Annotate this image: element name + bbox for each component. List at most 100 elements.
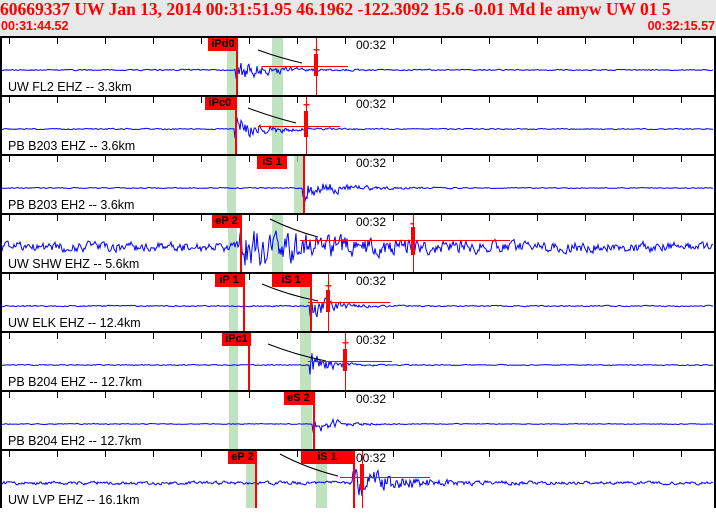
axis-tick (633, 215, 634, 221)
axis-tick (345, 38, 346, 44)
window-start-time: 00:31:44.52 (1, 19, 69, 33)
axis-tick (537, 451, 538, 457)
axis-tick (537, 97, 538, 103)
axis-tick (633, 156, 634, 162)
axis-tick (681, 451, 682, 457)
axis-tick (105, 215, 106, 221)
axis-tick (249, 274, 250, 280)
axis-tick (633, 451, 634, 457)
pick-line[interactable] (248, 333, 250, 390)
trace-axis-line (0, 390, 716, 392)
window-highlight-band (229, 392, 238, 449)
axis-tick (633, 333, 634, 339)
trace-row[interactable]: + iPd0 00:32 UW FL2 EHZ -- 3.3km (0, 36, 716, 95)
trace-frame-edge (714, 272, 716, 331)
axis-tick (489, 156, 490, 162)
pick-label[interactable]: iS 1 (272, 274, 310, 287)
pick-label[interactable]: iS 1 (257, 156, 287, 169)
window-highlight-band (294, 156, 304, 213)
pick-label[interactable]: iP 1 (215, 274, 243, 287)
window-highlight-band (272, 215, 283, 272)
axis-tick (345, 215, 346, 221)
axis-tick (9, 215, 10, 221)
pick-label[interactable]: iS 1 (301, 451, 353, 464)
pick-line[interactable] (243, 274, 245, 331)
trace-axis-line (0, 154, 716, 156)
waveform-trace (2, 343, 714, 375)
station-channel-label: PB B204 EHZ -- 12.7km (8, 375, 143, 389)
trace-row[interactable]: eP 2 iS 1 00:32 UW LVP EHZ -- 16.1km (0, 449, 716, 508)
pick-label[interactable]: iPc0 (205, 97, 235, 110)
coda-decay-curve (247, 107, 297, 124)
axis-tick (57, 215, 58, 221)
time-axis-label: 00:32 (356, 451, 387, 465)
pick-line[interactable] (255, 451, 257, 508)
axis-tick (57, 156, 58, 162)
pick-line[interactable] (313, 392, 315, 449)
axis-tick (297, 97, 298, 103)
time-axis-label: 00:32 (356, 156, 387, 170)
axis-tick (681, 333, 682, 339)
amplitude-crosshair (345, 333, 346, 390)
trace-frame-edge (0, 213, 2, 272)
waveform-trace (1, 417, 714, 436)
trace-row[interactable]: + iPc1 00:32 PB B204 EHZ -- 12.7km (0, 331, 716, 390)
pick-line[interactable] (240, 215, 242, 272)
axis-tick (489, 451, 490, 457)
window-end-time: 00:32:15.57 (647, 19, 715, 33)
axis-tick (105, 451, 106, 457)
trace-frame-edge (0, 154, 2, 213)
window-highlight-band (300, 274, 311, 331)
axis-tick (249, 392, 250, 398)
axis-tick (153, 392, 154, 398)
waveform-trace (1, 283, 714, 320)
axis-tick (393, 451, 394, 457)
trace-axis-line (0, 272, 716, 274)
pick-line[interactable] (353, 451, 355, 508)
axis-tick (249, 156, 250, 162)
axis-tick (681, 156, 682, 162)
axis-tick (9, 333, 10, 339)
pick-label[interactable]: eS 2 (284, 392, 313, 405)
axis-tick (297, 215, 298, 221)
axis-tick (633, 38, 634, 44)
station-channel-label: PB B203 EH2 -- 3.6km (8, 198, 135, 212)
axis-tick (489, 392, 490, 398)
axis-tick (393, 392, 394, 398)
trace-row[interactable]: eS 2 00:32 PB B204 EH2 -- 12.7km (0, 390, 716, 449)
trace-frame-edge (714, 154, 716, 213)
axis-tick (201, 215, 202, 221)
window-highlight-band (229, 274, 238, 331)
trace-row[interactable]: iS 1 00:32 PB B203 EH2 -- 3.6km (0, 154, 716, 213)
axis-tick (441, 215, 442, 221)
coda-decay-curve (257, 49, 303, 64)
pick-label[interactable]: iPd0 (208, 38, 238, 51)
coda-decay-curve (269, 218, 319, 238)
pick-line[interactable] (310, 274, 312, 331)
pick-line[interactable] (236, 38, 238, 95)
pick-line[interactable] (235, 97, 237, 154)
pick-line[interactable] (303, 156, 305, 213)
trace-row[interactable]: + iP 1 iS 1 00:32 UW ELK EHZ -- 12.4km (0, 272, 716, 331)
trace-frame-edge (0, 95, 2, 154)
trace-row[interactable]: + iPc0 00:32 PB B203 EHZ -- 3.6km (0, 95, 716, 154)
station-channel-label: UW FL2 EHZ -- 3.3km (8, 80, 132, 94)
pick-label[interactable]: eP 2 (212, 215, 241, 228)
axis-tick (345, 274, 346, 280)
axis-tick (633, 97, 634, 103)
trace-frame-edge (0, 331, 2, 390)
event-header: 60669337 UW Jan 13, 2014 00:31:51.95 46.… (0, 0, 716, 36)
axis-tick (153, 274, 154, 280)
trace-frame-edge (714, 36, 716, 95)
pick-label[interactable]: iPc1 (222, 333, 251, 346)
axis-tick (681, 97, 682, 103)
axis-tick (441, 451, 442, 457)
time-axis-label: 00:32 (356, 38, 387, 52)
axis-tick (441, 38, 442, 44)
pick-label[interactable]: eP 2 (228, 451, 257, 464)
axis-tick (393, 215, 394, 221)
trace-row[interactable]: - eP 2 00:32 UW SHW EHZ -- 5.6km (0, 213, 716, 272)
coda-duration-line (258, 126, 340, 127)
axis-tick (585, 156, 586, 162)
window-highlight-band (316, 451, 327, 508)
